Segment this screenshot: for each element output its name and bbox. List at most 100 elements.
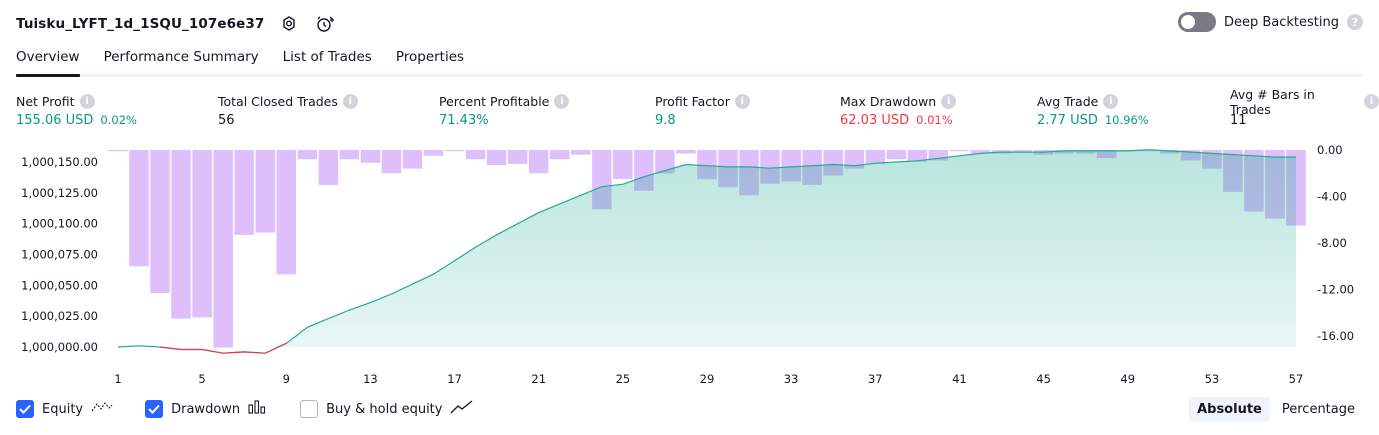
header: Tuisku_LYFT_1d_1SQU_107e6e37 bbox=[16, 12, 336, 36]
legend-equity[interactable]: Equity bbox=[16, 400, 113, 418]
absolute-button[interactable]: Absolute bbox=[1189, 397, 1270, 422]
x-axis-tick: 33 bbox=[784, 372, 799, 386]
drawdown-bar bbox=[970, 150, 991, 154]
help-icon[interactable]: ? bbox=[1347, 14, 1363, 30]
x-axis-tick: 29 bbox=[700, 372, 715, 386]
stat-percent: 0.01% bbox=[916, 113, 953, 127]
drawdown-bar bbox=[192, 150, 212, 318]
stat-value: 11 bbox=[1230, 113, 1247, 128]
equity-drawdown-chart[interactable]: 1,000,150.00 1,000,125.00 1,000,100.00 1,00… bbox=[0, 140, 1379, 390]
drawdown-bar bbox=[907, 150, 928, 162]
drawdown-bar bbox=[339, 150, 360, 160]
left-axis-tick: 1,000,050.00 bbox=[21, 278, 98, 292]
info-icon[interactable]: i bbox=[554, 94, 570, 109]
x-axis-tick: 17 bbox=[447, 372, 462, 386]
drawdown-bar bbox=[150, 150, 170, 293]
stat-net-profit: Net Profit i 155.06 USD 0.02% bbox=[16, 93, 137, 128]
left-axis-tick: 1,000,075.00 bbox=[21, 248, 98, 262]
add-alert-icon[interactable] bbox=[314, 13, 336, 35]
tab-bar: Overview Performance Summary List of Tra… bbox=[16, 44, 1363, 77]
x-axis-tick: 41 bbox=[952, 372, 967, 386]
drawdown-bar bbox=[381, 150, 402, 174]
stat-label: Max Drawdown bbox=[840, 94, 937, 109]
drawdown-bar bbox=[528, 150, 549, 174]
x-axis-tick: 25 bbox=[616, 372, 631, 386]
legend-label: Drawdown bbox=[171, 401, 241, 417]
stat-value: 9.8 bbox=[655, 113, 676, 128]
drawdown-bar bbox=[928, 150, 949, 161]
tab-overview[interactable]: Overview bbox=[16, 44, 80, 77]
drawdown-bar bbox=[676, 150, 696, 154]
drawdown-bar bbox=[255, 150, 275, 233]
strategy-title: Tuisku_LYFT_1d_1SQU_107e6e37 bbox=[16, 16, 265, 32]
right-axis-tick: -8.00 bbox=[1317, 236, 1347, 250]
x-axis-tick: 53 bbox=[1205, 372, 1220, 386]
x-axis-tick: 1 bbox=[114, 372, 121, 386]
stat-value: 2.77 USD bbox=[1037, 113, 1098, 128]
drawdown-bar bbox=[613, 150, 633, 180]
left-axis-tick: 1,000,000.00 bbox=[21, 340, 98, 354]
drawdown-bar bbox=[318, 150, 339, 185]
bar-chart-icon bbox=[248, 400, 268, 418]
equity-line-icon bbox=[91, 400, 113, 418]
left-axis-tick: 1,000,100.00 bbox=[21, 217, 98, 231]
drawdown-bar bbox=[402, 150, 423, 169]
drawdown-bar bbox=[297, 150, 318, 160]
tab-properties[interactable]: Properties bbox=[395, 49, 465, 65]
buy-hold-checkbox[interactable] bbox=[300, 400, 319, 418]
settings-icon[interactable] bbox=[278, 13, 300, 35]
deep-backtesting-toggle[interactable] bbox=[1177, 12, 1216, 32]
x-axis-tick: 57 bbox=[1289, 372, 1304, 386]
info-icon[interactable]: i bbox=[1364, 94, 1379, 109]
drawdown-checkbox[interactable] bbox=[145, 400, 164, 418]
legend-buy-hold[interactable]: Buy & hold equity bbox=[300, 400, 474, 418]
drawdown-bar bbox=[655, 150, 675, 174]
stat-label: Avg Trade bbox=[1037, 94, 1099, 109]
tab-list-of-trades[interactable]: List of Trades bbox=[282, 49, 372, 65]
drawdown-bar bbox=[423, 150, 444, 156]
x-axis-tick: 37 bbox=[868, 372, 883, 386]
info-icon[interactable]: i bbox=[941, 94, 957, 109]
stat-value: 62.03 USD bbox=[840, 113, 910, 128]
chart-legend: Equity Drawdown Buy & hold equity bbox=[16, 400, 506, 418]
stat-label: Percent Profitable bbox=[439, 94, 550, 109]
drawdown-bar bbox=[129, 150, 149, 267]
drawdown-bar bbox=[949, 150, 970, 152]
stat-percent: 0.02% bbox=[100, 113, 137, 127]
drawdown-bar bbox=[486, 150, 507, 166]
info-icon[interactable]: i bbox=[342, 94, 358, 109]
stat-avg-bars: Avg # Bars in Trades i 11 bbox=[1230, 87, 1379, 128]
toggle-knob bbox=[1180, 15, 1195, 29]
x-axis-tick: 9 bbox=[283, 372, 290, 386]
stat-value: 56 bbox=[218, 113, 235, 128]
right-axis-tick: 0.00 bbox=[1317, 143, 1343, 157]
drawdown-bar bbox=[865, 150, 885, 164]
drawdown-bar bbox=[276, 150, 296, 275]
view-mode-toggle: Absolute Percentage bbox=[1189, 397, 1363, 422]
drawdown-bar bbox=[108, 150, 128, 152]
tab-performance-summary[interactable]: Performance Summary bbox=[103, 49, 259, 65]
stat-total-closed-trades: Total Closed Trades i 56 bbox=[218, 93, 358, 128]
legend-label: Buy & hold equity bbox=[326, 401, 443, 417]
drawdown-bar bbox=[571, 150, 591, 155]
info-icon[interactable]: i bbox=[1103, 94, 1119, 109]
line-chart-icon bbox=[450, 400, 474, 418]
x-axis-tick: 5 bbox=[198, 372, 205, 386]
stat-max-drawdown: Max Drawdown i 62.03 USD 0.01% bbox=[840, 93, 957, 128]
drawdown-bar bbox=[171, 150, 191, 319]
drawdown-bar bbox=[886, 150, 907, 160]
stat-label: Net Profit bbox=[16, 94, 75, 109]
legend-drawdown[interactable]: Drawdown bbox=[145, 400, 268, 418]
info-icon[interactable]: i bbox=[734, 94, 750, 109]
x-axis-tick: 21 bbox=[531, 372, 546, 386]
drawdown-bar bbox=[444, 150, 465, 152]
info-icon[interactable]: i bbox=[79, 94, 95, 109]
drawdown-bar bbox=[234, 150, 254, 235]
drawdown-bar bbox=[360, 150, 381, 163]
right-axis-tick: -4.00 bbox=[1317, 190, 1347, 204]
stat-label: Avg # Bars in Trades bbox=[1230, 86, 1315, 117]
stat-avg-trade: Avg Trade i 2.77 USD 10.96% bbox=[1037, 93, 1149, 128]
percentage-button[interactable]: Percentage bbox=[1281, 402, 1355, 417]
equity-checkbox[interactable] bbox=[16, 400, 34, 418]
left-axis-tick: 1,000,150.00 bbox=[21, 155, 98, 169]
